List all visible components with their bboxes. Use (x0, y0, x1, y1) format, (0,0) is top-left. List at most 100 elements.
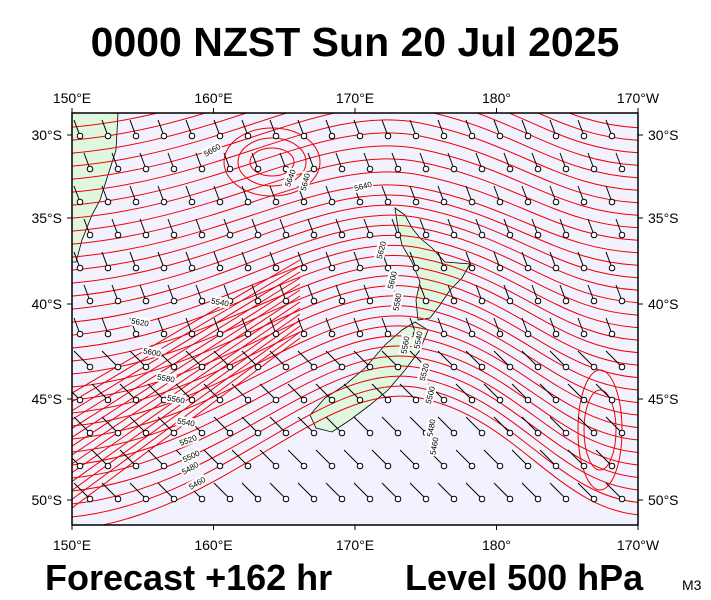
station (338, 495, 346, 503)
wind-barb (595, 449, 613, 467)
station (468, 264, 476, 272)
wind-barb (455, 383, 473, 401)
station (384, 462, 392, 470)
station (422, 165, 430, 173)
wind-barb (605, 416, 623, 434)
wind-barb (577, 416, 595, 434)
wind-barb (269, 482, 287, 500)
station (132, 198, 140, 206)
wind-barb (577, 482, 595, 500)
wind-barb (241, 416, 259, 434)
wind-barb (287, 449, 305, 467)
station (552, 330, 560, 338)
station (142, 495, 150, 503)
station (534, 165, 542, 173)
wind-barb (549, 350, 567, 368)
station (244, 198, 252, 206)
station (440, 264, 448, 272)
wind-barb (399, 383, 417, 401)
station (608, 462, 616, 470)
station (534, 297, 542, 305)
station (272, 264, 280, 272)
wind-barb (539, 449, 557, 467)
wind-barb (73, 350, 91, 368)
wind-barb (297, 350, 315, 368)
wind-barb (213, 350, 231, 368)
wind-barb (437, 482, 455, 500)
contour-label: 5580 (392, 292, 404, 312)
station (590, 495, 598, 503)
wind-barb (493, 350, 511, 368)
station (142, 429, 150, 437)
contour-label-box (384, 269, 400, 291)
station (524, 396, 532, 404)
station (114, 429, 122, 437)
lon-label-bottom: 170°W (617, 537, 660, 553)
contour (237, 137, 307, 187)
station (310, 231, 318, 239)
wind-barb (577, 350, 595, 368)
station (188, 396, 196, 404)
lat-label-right: 45°S (648, 391, 679, 407)
station (412, 462, 420, 470)
wind-barb (325, 350, 343, 368)
wind-barb (465, 416, 483, 434)
station (524, 462, 532, 470)
station (216, 396, 224, 404)
wind-barb (409, 416, 427, 434)
station (244, 132, 252, 140)
station (412, 264, 420, 272)
contour (72, 113, 638, 141)
wind-barb (287, 383, 305, 401)
station (104, 330, 112, 338)
station (412, 396, 420, 404)
lat-label-right: 35°S (648, 210, 679, 226)
station (356, 396, 364, 404)
station (412, 132, 420, 140)
contour (72, 113, 638, 154)
contour-label: 5540 (210, 297, 230, 309)
wind-barb (605, 482, 623, 500)
station (198, 429, 206, 437)
station (552, 396, 560, 404)
station (328, 198, 336, 206)
station (76, 132, 84, 140)
station (440, 462, 448, 470)
station (534, 495, 542, 503)
wind-barb (325, 482, 343, 500)
station (198, 297, 206, 305)
station (142, 363, 150, 371)
wind-barb (325, 416, 343, 434)
station (160, 330, 168, 338)
wind-barb (465, 350, 483, 368)
wind-barb (493, 416, 511, 434)
station (450, 165, 458, 173)
contour-label-box (411, 329, 425, 351)
wind-barb (483, 383, 501, 401)
station (254, 297, 262, 305)
station (142, 165, 150, 173)
contour-label-box (422, 384, 438, 406)
wind-barb (567, 449, 585, 467)
contour-label-box (209, 295, 231, 309)
station (496, 396, 504, 404)
station (272, 396, 280, 404)
wind-barb (343, 383, 361, 401)
station (496, 132, 504, 140)
station (450, 231, 458, 239)
wind-barb (231, 449, 249, 467)
station (170, 231, 178, 239)
contour-label-box (155, 371, 177, 385)
station (254, 495, 262, 503)
station (328, 396, 336, 404)
contour-label-box (416, 361, 432, 383)
contour-label: 5580 (156, 373, 176, 385)
lon-label-top: 150°E (53, 90, 91, 106)
lon-label-top: 170°W (617, 90, 660, 106)
contour (72, 224, 638, 310)
contour-label-box (175, 415, 197, 429)
wind-barb (129, 350, 147, 368)
contour (72, 244, 638, 336)
station (142, 231, 150, 239)
lon-label-top: 170°E (336, 90, 374, 106)
